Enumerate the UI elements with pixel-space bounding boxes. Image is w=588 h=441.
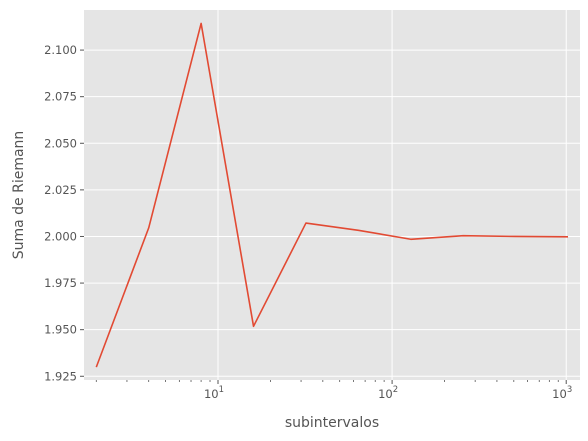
y-tick-label: 1.950 (44, 323, 77, 337)
y-tick-label: 1.925 (44, 369, 77, 383)
y-axis-label: Suma de Riemann (11, 131, 27, 260)
series-line (95, 22, 569, 368)
x-axis-label: subintervalos (285, 415, 379, 431)
x-tick-label: 101 (204, 385, 224, 401)
grid (84, 10, 580, 380)
plot-background (84, 10, 580, 380)
x-tick-label: 103 (552, 385, 572, 401)
y-tick-label: 2.075 (44, 90, 77, 104)
x-tick-label: 102 (378, 385, 398, 401)
y-tick-label: 2.100 (44, 43, 77, 57)
series-layer (95, 22, 569, 368)
y-tick-label: 1.975 (44, 276, 77, 290)
y-tick-label: 2.050 (44, 136, 77, 150)
y-tick-label: 2.000 (44, 229, 77, 243)
y-tick-label: 2.025 (44, 183, 77, 197)
axis-ticks: 101 102 103 1.925 1.950 1.975 2.000 2.025 2.050 2… (44, 43, 572, 401)
